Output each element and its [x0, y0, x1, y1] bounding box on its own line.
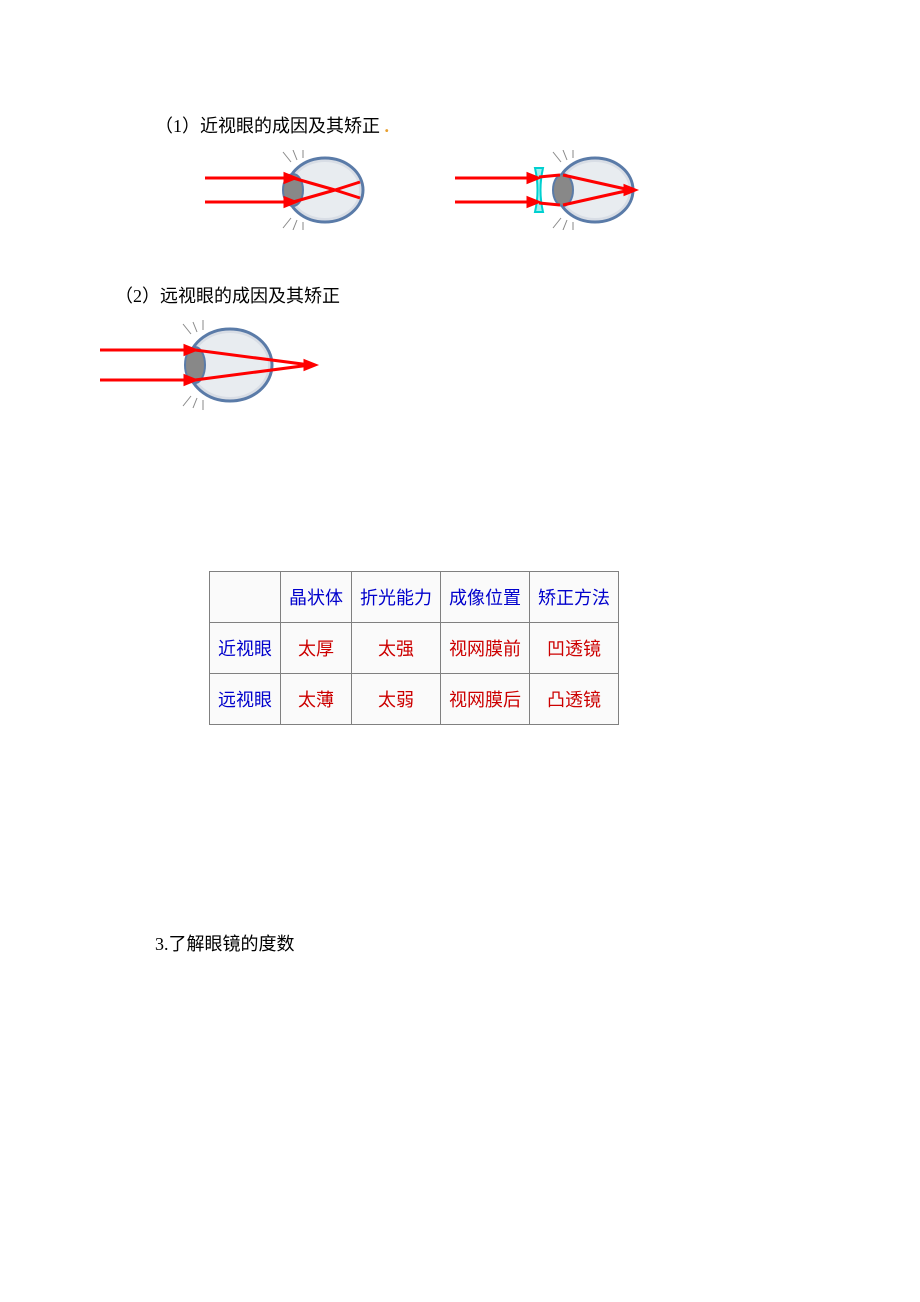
header-correction: 矫正方法 [530, 572, 619, 623]
row-label-hyperopia: 远视眼 [210, 674, 281, 725]
cell-myopia-position: 视网膜前 [441, 623, 530, 674]
header-image-position: 成像位置 [441, 572, 530, 623]
header-empty [210, 572, 281, 623]
section-3-title: 3.了解眼镜的度数 [155, 930, 295, 956]
decorative-dot: . [385, 116, 390, 136]
header-refraction: 折光能力 [352, 572, 441, 623]
table-header-row: 晶状体 折光能力 成像位置 矫正方法 [210, 572, 619, 623]
cell-myopia-refraction: 太强 [352, 623, 441, 674]
cell-myopia-correction: 凹透镜 [530, 623, 619, 674]
table-row-hyperopia: 远视眼 太薄 太弱 视网膜后 凸透镜 [210, 674, 619, 725]
comparison-table: 晶状体 折光能力 成像位置 矫正方法 近视眼 太厚 太强 视网膜前 凹透镜 远视… [209, 571, 619, 725]
section-2-title: （2）远视眼的成因及其矫正 [115, 282, 340, 308]
section-3-text: 3.了解眼镜的度数 [155, 934, 295, 954]
section-1-title: （1）近视眼的成因及其矫正 . [155, 112, 389, 138]
cell-hyperopia-refraction: 太弱 [352, 674, 441, 725]
cell-hyperopia-position: 视网膜后 [441, 674, 530, 725]
row-label-myopia: 近视眼 [210, 623, 281, 674]
myopia-diagram [195, 150, 375, 235]
hyperopia-diagram [95, 320, 325, 415]
myopia-corrected-diagram [445, 150, 645, 235]
header-lens: 晶状体 [281, 572, 352, 623]
cell-myopia-lens: 太厚 [281, 623, 352, 674]
section-1-text: （1）近视眼的成因及其矫正 [155, 116, 380, 136]
cell-hyperopia-correction: 凸透镜 [530, 674, 619, 725]
cell-hyperopia-lens: 太薄 [281, 674, 352, 725]
section-2-text: （2）远视眼的成因及其矫正 [115, 286, 340, 306]
table-row-myopia: 近视眼 太厚 太强 视网膜前 凹透镜 [210, 623, 619, 674]
